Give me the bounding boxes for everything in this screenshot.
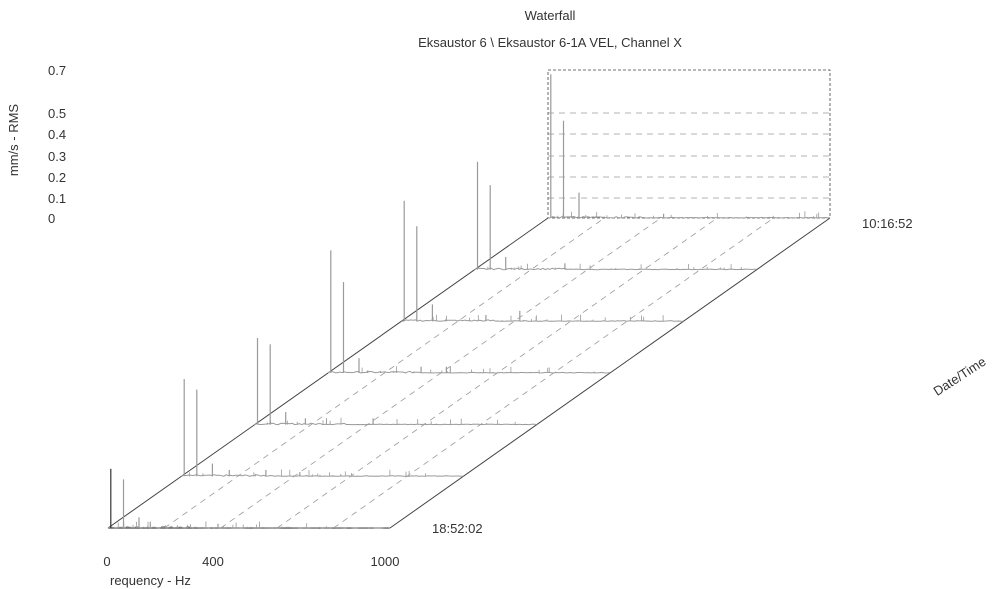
spectrum-trace xyxy=(181,379,464,477)
y-tick-label: 0.1 xyxy=(48,191,66,206)
spectrum-trace xyxy=(254,338,537,426)
y-tick-label: 0.5 xyxy=(48,106,66,121)
x-tick-label: 1000 xyxy=(371,554,400,569)
spectrum-baseline xyxy=(181,474,464,477)
spectrum-baseline xyxy=(107,525,391,529)
y-tick-label: 0.7 xyxy=(48,63,66,78)
back-panel xyxy=(547,69,831,219)
y-tick-labels: 0.7 0.5 0.4 0.3 0.2 0.1 0 xyxy=(48,63,66,226)
spectrum-trace xyxy=(474,161,757,271)
chart-subtitle: Eksaustor 6 \ Eksaustor 6-1A VEL, Channe… xyxy=(418,35,682,50)
spectrum-trace xyxy=(107,468,391,529)
spectra xyxy=(107,74,831,529)
y-tick-label: 0.2 xyxy=(48,170,66,185)
spectrum-trace xyxy=(401,200,684,322)
spectrum-baseline xyxy=(547,215,831,219)
spectrum-baseline xyxy=(254,422,537,426)
axes xyxy=(107,69,831,529)
spectrum-baseline xyxy=(401,319,684,322)
spectrum-baseline xyxy=(327,370,611,374)
diagonal-gridline xyxy=(164,217,605,529)
spectrum-trace xyxy=(547,74,831,219)
x-tick-label: 400 xyxy=(202,554,224,569)
y-tick-label: 0 xyxy=(48,211,55,226)
x-axis-title: requency - Hz xyxy=(110,573,191,588)
y-tick-label: 0.4 xyxy=(48,127,66,142)
chart-title: Waterfall xyxy=(525,8,576,23)
y-tick-label: 0.3 xyxy=(48,149,66,164)
x-tick-label: 0 xyxy=(103,554,110,569)
gridlines xyxy=(164,112,830,529)
spectrum-trace xyxy=(327,250,611,374)
time-label-last: 10:16:52 xyxy=(862,216,913,231)
x-tick-labels: 0 400 1000 xyxy=(103,554,399,569)
time-label-first: 18:52:02 xyxy=(432,521,483,536)
z-axis-title: Date/Time xyxy=(931,354,989,399)
y-axis-title: mm/s - RMS xyxy=(6,104,21,177)
